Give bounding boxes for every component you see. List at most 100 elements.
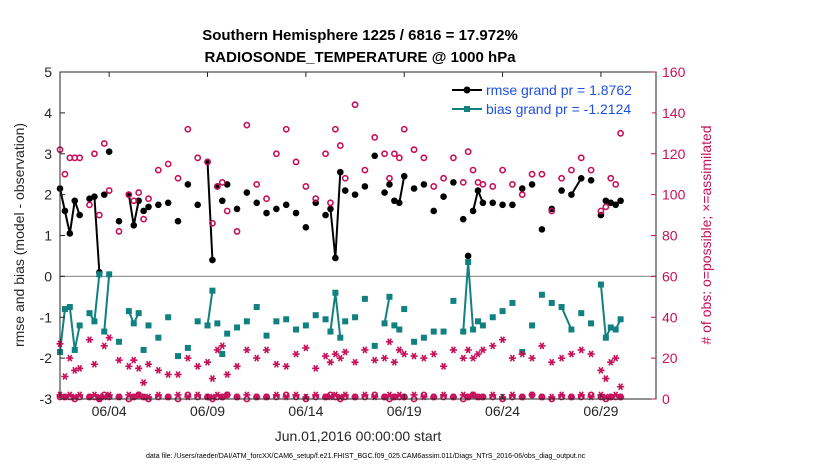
bias-point: [209, 287, 216, 294]
bias-point: [578, 310, 585, 317]
rmse-point: [381, 189, 388, 196]
possible-obs-point: [218, 178, 226, 186]
assimilated-obs-point: [174, 370, 182, 378]
bias-point: [96, 271, 103, 278]
possible-obs-point: [489, 183, 497, 190]
assimilated-obs-point: [587, 350, 595, 358]
possible-obs-point: [395, 154, 403, 162]
bias-point: [327, 328, 334, 335]
rmse-point: [499, 201, 506, 209]
assimilated-obs-low-point: [213, 391, 221, 399]
bias-point: [391, 322, 398, 329]
possible-obs-point: [420, 154, 428, 162]
x-axis-label: Jun.01,2016 00:00:00 start: [275, 428, 442, 444]
bias-point: [135, 310, 142, 317]
rmse-point: [469, 207, 477, 215]
bias-point: [337, 334, 344, 341]
assimilated-obs-point: [469, 354, 477, 362]
bias-point: [588, 320, 595, 327]
assimilated-obs-point: [449, 346, 457, 354]
assimilated-obs-point: [100, 342, 108, 350]
y-right-tick-label: 140: [662, 105, 686, 121]
bias-point: [519, 348, 526, 355]
y-right-tick-label: 100: [662, 187, 686, 203]
rmse-point: [66, 230, 74, 237]
rmse-point: [100, 191, 108, 198]
assimilated-obs-point: [282, 362, 290, 370]
assimilated-obs-point: [243, 346, 251, 354]
bias-point: [145, 322, 152, 329]
bias-point: [440, 328, 447, 335]
bias-point: [106, 271, 113, 278]
rmse-point: [617, 197, 624, 205]
assimilated-obs-point: [105, 334, 113, 342]
y-right-tick-label: 120: [662, 146, 686, 162]
assimilated-obs-point: [208, 375, 217, 383]
bias-point: [204, 322, 211, 329]
assimilated-obs-low-point: [385, 391, 394, 399]
assimilated-obs-point: [194, 362, 202, 370]
assimilated-obs-point: [253, 354, 261, 362]
assimilated-obs-point: [439, 362, 448, 370]
possible-obs-point: [440, 174, 447, 182]
assimilated-obs-point: [390, 358, 398, 366]
possible-obs-point: [115, 228, 123, 235]
bias-point: [499, 308, 506, 315]
bias-point: [361, 295, 368, 302]
bias-point: [470, 326, 477, 333]
assimilated-obs-low-point: [243, 391, 251, 399]
y-right-tick-label: 60: [662, 268, 678, 284]
bias-point: [558, 304, 565, 311]
possible-obs-point: [292, 158, 300, 166]
assimilated-obs-point: [262, 346, 271, 354]
possible-obs-point: [617, 129, 624, 137]
bias-point: [194, 318, 201, 325]
possible-obs-point: [459, 178, 467, 186]
legend-bias-marker: [464, 106, 470, 112]
bias-line-segment: [462, 261, 475, 332]
rmse-point: [474, 187, 482, 194]
assimilated-obs-low-point: [508, 391, 517, 399]
assimilated-obs-low-point: [194, 391, 202, 399]
possible-obs-point: [302, 183, 310, 190]
assimilated-obs-point: [410, 352, 418, 360]
possible-obs-point: [243, 121, 251, 129]
legend-bias-label: bias grand pr = -1.2124: [486, 101, 631, 117]
possible-obs-point: [371, 133, 379, 141]
y-axis-right-label: # of obs: o=possible; ×=assimilated: [698, 125, 714, 344]
bias-point: [293, 326, 300, 333]
bias-point: [401, 306, 408, 313]
bias-point: [219, 351, 226, 358]
possible-obs-point: [390, 150, 398, 158]
y-tick-label: 4: [44, 105, 52, 121]
possible-obs-point: [322, 150, 329, 158]
bias-point: [312, 312, 319, 319]
bias-point: [352, 314, 359, 321]
assimilated-obs-point: [371, 356, 379, 364]
assimilated-obs-point: [213, 346, 221, 354]
bias-point: [76, 322, 83, 329]
rmse-point: [528, 181, 536, 188]
bias-line-segment: [103, 274, 111, 332]
y-tick-label: -2: [40, 350, 53, 366]
rmse-point: [336, 168, 344, 176]
rmse-line-segment: [398, 176, 406, 203]
assimilated-obs-point: [218, 342, 226, 350]
assimilated-obs-low-point: [612, 391, 620, 399]
rmse-point: [577, 174, 585, 182]
possible-obs-point: [400, 125, 408, 133]
assimilated-obs-low-point: [292, 391, 300, 399]
rmse-point: [464, 252, 472, 260]
rmse-line-segment: [329, 172, 342, 259]
assimilated-obs-point: [135, 364, 143, 372]
bias-point: [479, 322, 486, 329]
y-tick-label: 1: [44, 228, 52, 244]
bias-point: [371, 342, 378, 349]
rmse-point: [400, 172, 408, 180]
assimilated-obs-point: [302, 344, 310, 352]
y-right-tick-label: 0: [662, 391, 670, 407]
bias-point: [420, 334, 427, 341]
assimilated-obs-point: [164, 370, 172, 378]
rmse-point: [518, 185, 526, 192]
assimilated-obs-point: [223, 370, 231, 378]
